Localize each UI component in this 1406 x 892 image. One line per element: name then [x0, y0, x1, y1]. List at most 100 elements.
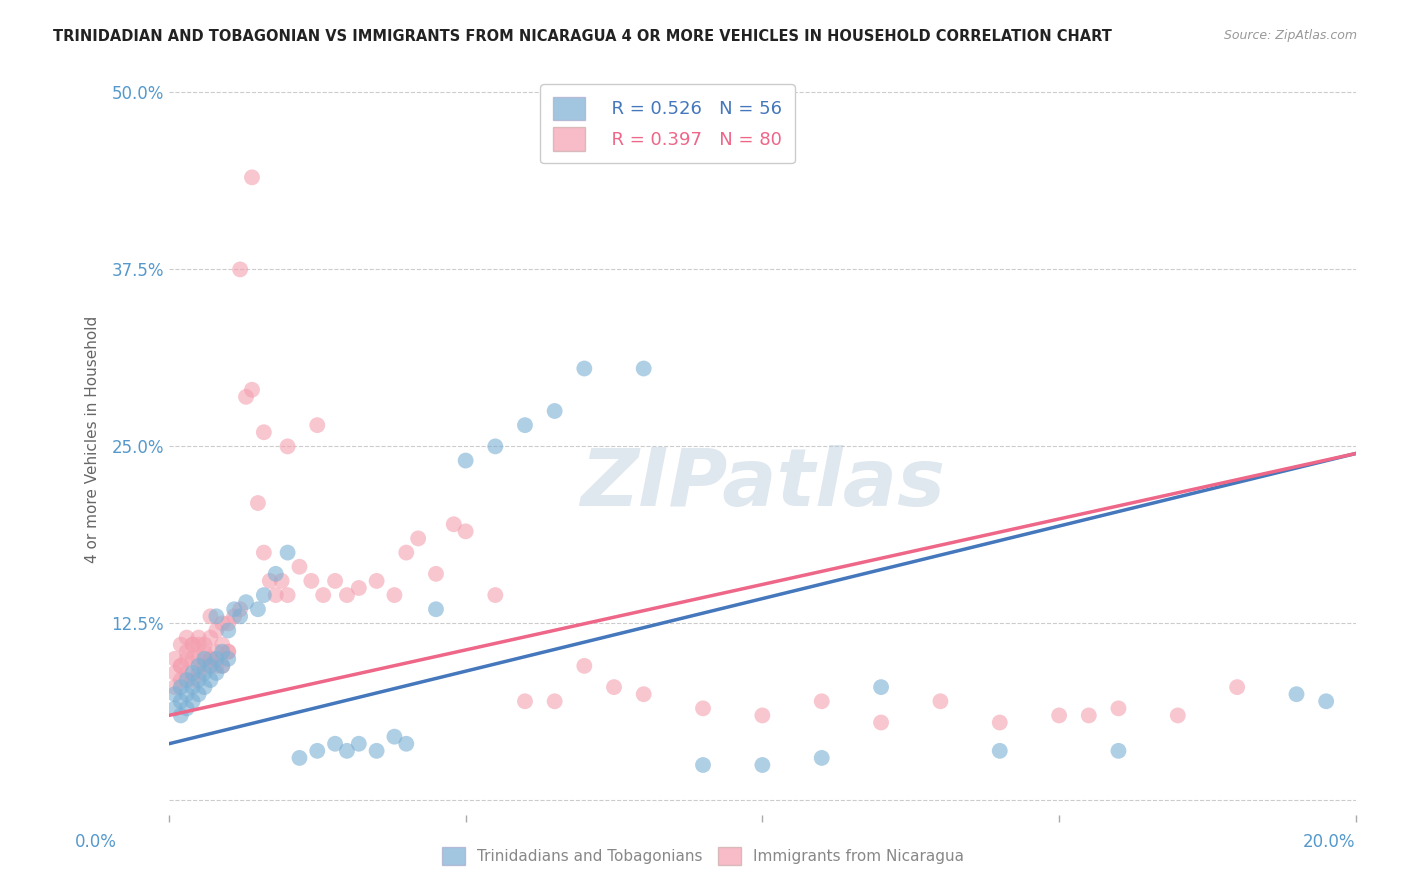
Point — [181, 680, 204, 694]
Point — [633, 361, 655, 376]
Point — [163, 680, 186, 694]
Point — [425, 566, 447, 581]
Point — [224, 602, 246, 616]
Point — [224, 609, 246, 624]
Point — [253, 425, 276, 440]
Point — [513, 694, 536, 708]
Point — [264, 588, 287, 602]
Point — [200, 673, 222, 687]
Point — [336, 588, 359, 602]
Point — [259, 574, 281, 588]
Text: 20.0%: 20.0% — [1302, 833, 1355, 851]
Point — [384, 588, 406, 602]
Point — [211, 645, 233, 659]
Point — [253, 545, 276, 559]
Text: ZIPatlas: ZIPatlas — [579, 445, 945, 524]
Point — [217, 645, 239, 659]
Point — [217, 645, 239, 659]
Legend:   R = 0.526   N = 56,   R = 0.397   N = 80: R = 0.526 N = 56, R = 0.397 N = 80 — [540, 85, 794, 163]
Legend: Trinidadians and Tobagonians, Immigrants from Nicaragua: Trinidadians and Tobagonians, Immigrants… — [436, 841, 970, 871]
Point — [253, 588, 276, 602]
Point — [323, 574, 346, 588]
Point — [988, 744, 1011, 758]
Point — [1077, 708, 1099, 723]
Point — [181, 638, 204, 652]
Point — [1047, 708, 1070, 723]
Point — [484, 439, 506, 453]
Point — [176, 687, 198, 701]
Point — [200, 609, 222, 624]
Point — [288, 751, 311, 765]
Point — [1315, 694, 1337, 708]
Point — [692, 758, 714, 772]
Point — [217, 624, 239, 638]
Point — [229, 262, 252, 277]
Point — [170, 694, 193, 708]
Point — [229, 609, 252, 624]
Point — [170, 673, 193, 687]
Point — [187, 652, 209, 666]
Point — [163, 652, 186, 666]
Point — [1226, 680, 1249, 694]
Point — [543, 694, 565, 708]
Point — [307, 418, 329, 433]
Point — [187, 631, 209, 645]
Point — [187, 638, 209, 652]
Point — [988, 715, 1011, 730]
Point — [366, 744, 388, 758]
Point — [205, 665, 228, 680]
Point — [454, 453, 477, 467]
Point — [163, 665, 186, 680]
Point — [200, 652, 222, 666]
Point — [810, 694, 832, 708]
Point — [1107, 701, 1129, 715]
Point — [193, 658, 215, 673]
Point — [163, 687, 186, 701]
Point — [176, 701, 198, 715]
Point — [312, 588, 335, 602]
Point — [870, 715, 893, 730]
Point — [235, 390, 257, 404]
Point — [205, 645, 228, 659]
Point — [454, 524, 477, 539]
Point — [193, 665, 215, 680]
Point — [240, 170, 263, 185]
Point — [870, 680, 893, 694]
Point — [1107, 744, 1129, 758]
Point — [299, 574, 322, 588]
Point — [246, 602, 269, 616]
Point — [193, 652, 215, 666]
Point — [603, 680, 626, 694]
Point — [176, 645, 198, 659]
Point — [176, 652, 198, 666]
Point — [193, 638, 215, 652]
Point — [200, 658, 222, 673]
Point — [205, 609, 228, 624]
Point — [1285, 687, 1308, 701]
Point — [181, 673, 204, 687]
Point — [347, 737, 370, 751]
Point — [200, 652, 222, 666]
Point — [810, 751, 832, 765]
Point — [187, 665, 209, 680]
Point — [395, 737, 418, 751]
Point — [181, 638, 204, 652]
Point — [543, 404, 565, 418]
Text: Source: ZipAtlas.com: Source: ZipAtlas.com — [1223, 29, 1357, 42]
Point — [211, 658, 233, 673]
Point — [1167, 708, 1189, 723]
Point — [181, 694, 204, 708]
Point — [217, 652, 239, 666]
Point — [574, 658, 596, 673]
Point — [336, 744, 359, 758]
Point — [181, 652, 204, 666]
Point — [170, 708, 193, 723]
Point — [200, 631, 222, 645]
Point — [270, 574, 292, 588]
Point — [443, 517, 465, 532]
Point — [692, 701, 714, 715]
Point — [205, 658, 228, 673]
Point — [288, 559, 311, 574]
Point — [229, 602, 252, 616]
Point — [170, 638, 193, 652]
